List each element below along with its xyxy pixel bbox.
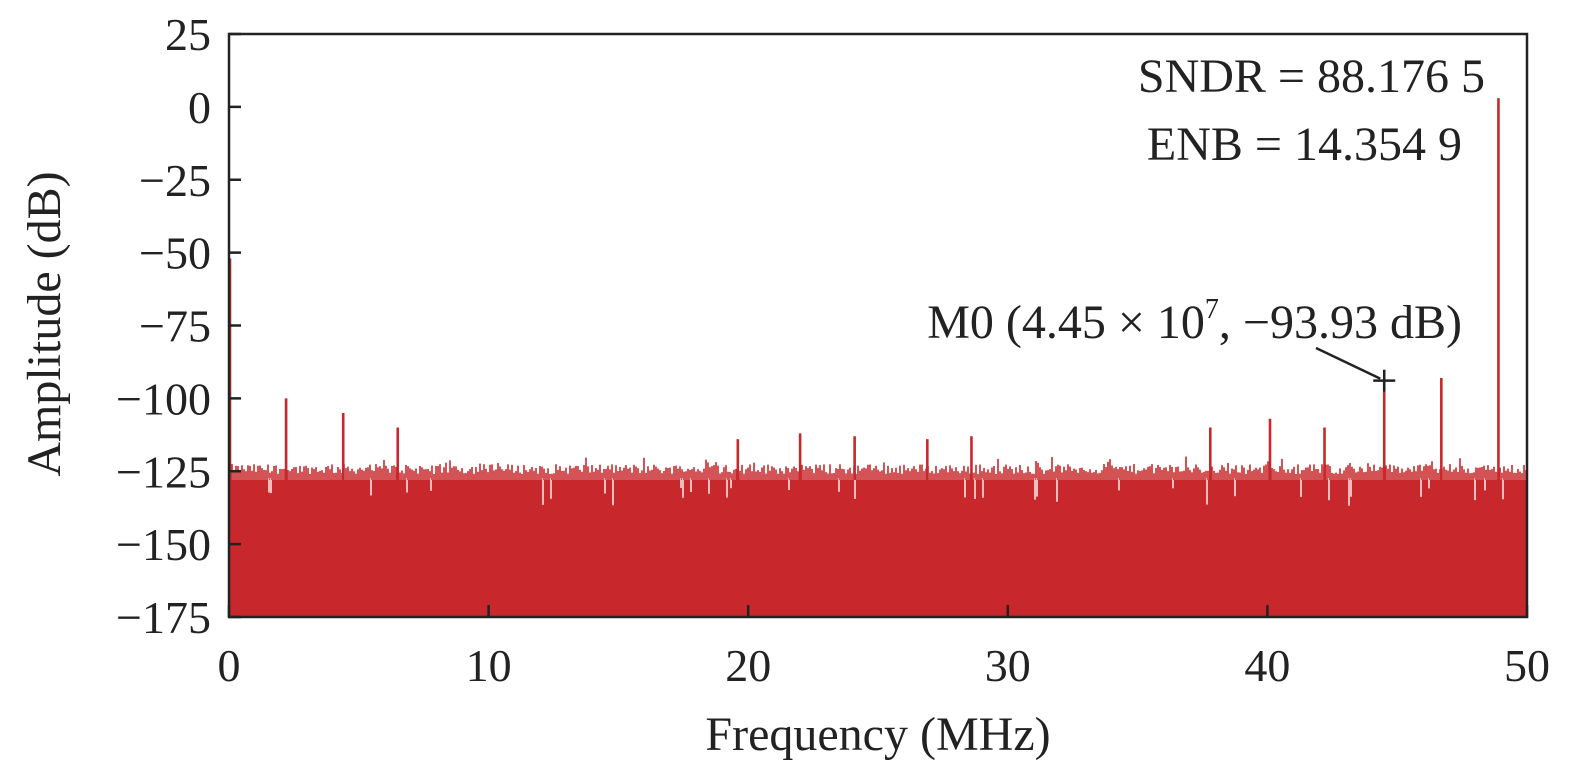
y-tick-label: −100: [116, 373, 211, 424]
noise-lines: [229, 456, 1527, 506]
y-tick-label: −150: [116, 519, 211, 570]
y-tick-label: −125: [116, 446, 211, 497]
sndr-annotation: SNDR = 88.176 5: [1138, 50, 1485, 103]
y-tick-label: −25: [139, 155, 211, 206]
marker-annotation-exponent: 7: [1205, 294, 1219, 325]
marker-annotation-tail: , −93.93 dB): [1219, 296, 1462, 349]
marker-leader-line: [1315, 346, 1381, 380]
x-tick-label: 10: [466, 640, 512, 691]
y-axis-label: Amplitude (dB): [18, 171, 71, 476]
y-tick-label: 25: [165, 9, 211, 60]
x-tick-label: 30: [985, 640, 1031, 691]
x-axis-label: Frequency (MHz): [705, 708, 1050, 761]
marker-annotation-main: M0 (4.45 × 10: [927, 296, 1205, 349]
y-axis: 25 0 −25 −50 −75 −100 −125 −150 −175: [116, 9, 241, 643]
marker-annotation: M0 (4.45 × 107, −93.93 dB): [927, 294, 1462, 349]
x-tick-label: 20: [725, 640, 771, 691]
y-tick-label: −75: [139, 301, 211, 352]
enb-annotation: ENB = 14.354 9: [1147, 118, 1462, 171]
x-tick-label: 50: [1504, 640, 1550, 691]
x-tick-label: 40: [1244, 640, 1290, 691]
marker-m0-crosshair: [1373, 369, 1396, 392]
x-axis: 0 10 20 30 40 50: [218, 605, 1550, 691]
y-tick-label: 0: [188, 82, 211, 133]
spectrum-bars: [228, 98, 1527, 617]
noise-floor: [229, 479, 1527, 617]
y-tick-label: −50: [139, 228, 211, 279]
y-tick-label: −175: [116, 592, 211, 643]
x-tick-label: 0: [218, 640, 241, 691]
